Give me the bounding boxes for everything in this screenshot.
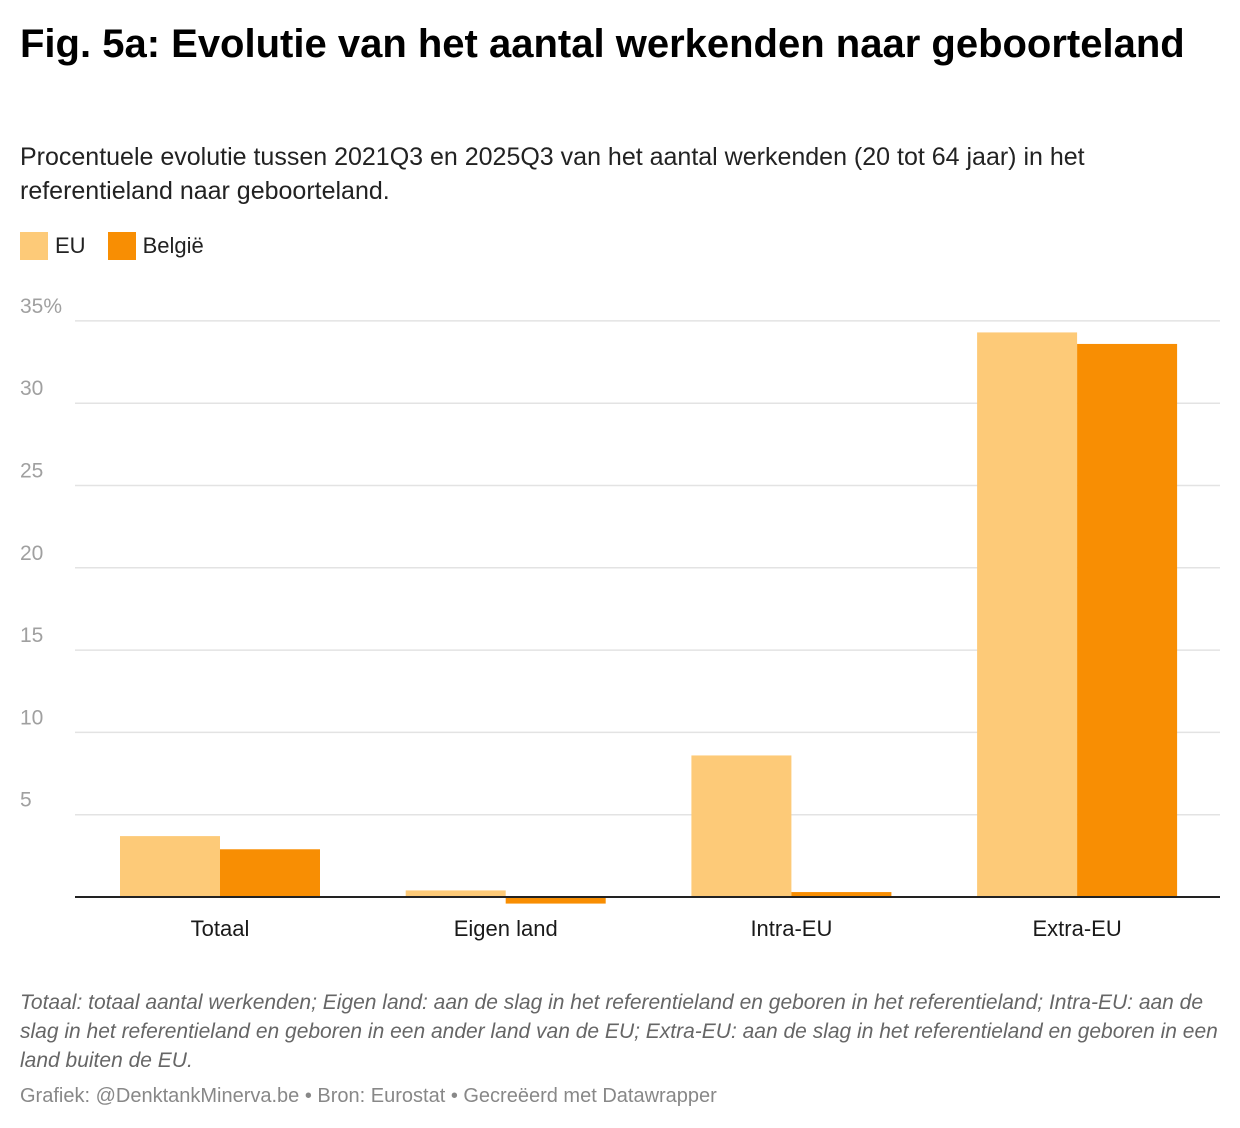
chart-subtitle: Procentuele evolutie tussen 2021Q3 en 20… (20, 143, 1085, 205)
chart-title: Fig. 5a: Evolutie van het aantal werkend… (20, 22, 1185, 66)
bar-eigen-land-belgie (505, 897, 606, 904)
bar-chart: 5 10 15 20 25 30 35% Totaal Eigen land Intra-EU E… (20, 295, 1220, 941)
legend-item-eu: EU (20, 232, 86, 260)
legend-label-eu: EU (55, 233, 86, 258)
bar-intra-eu-belgie (791, 892, 892, 897)
legend-item-belgie: België (107, 232, 204, 260)
bar-eigen-land-eu (405, 890, 506, 897)
bar-extra-eu-belgie (1077, 343, 1178, 898)
x-tick-label: Eigen land (454, 916, 558, 941)
y-tick-label: 35% (20, 295, 62, 318)
y-tick-label: 5 (20, 789, 32, 812)
legend-swatch-eu (20, 232, 48, 260)
bar-totaal-eu (120, 836, 220, 897)
y-tick-label: 25 (20, 460, 43, 483)
chart-notes: Totaal: totaal aantal werkenden; Eigen l… (20, 991, 1218, 1072)
y-tick-label: 20 (20, 542, 43, 565)
chart-credits: Grafiek: @DenktankMinerva.be • Bron: Eur… (20, 1085, 717, 1107)
axis-layer: Totaal Eigen land Intra-EU Extra-EU (75, 896, 1220, 941)
x-tick-label: Totaal (191, 916, 250, 941)
x-tick-label: Extra-EU (1032, 916, 1121, 941)
x-tick-label: Intra-EU (750, 916, 832, 941)
legend: EU België (20, 230, 226, 262)
bars-layer (120, 332, 1178, 904)
y-tick-label: 30 (20, 377, 43, 400)
bar-intra-eu-eu (691, 755, 792, 897)
legend-swatch-belgie (107, 232, 136, 260)
bar-extra-eu-eu (977, 332, 1078, 897)
y-tick-label: 10 (20, 706, 43, 729)
bar-totaal-belgie (220, 849, 320, 897)
legend-label-belgie: België (142, 233, 204, 258)
y-tick-label: 15 (20, 624, 43, 647)
